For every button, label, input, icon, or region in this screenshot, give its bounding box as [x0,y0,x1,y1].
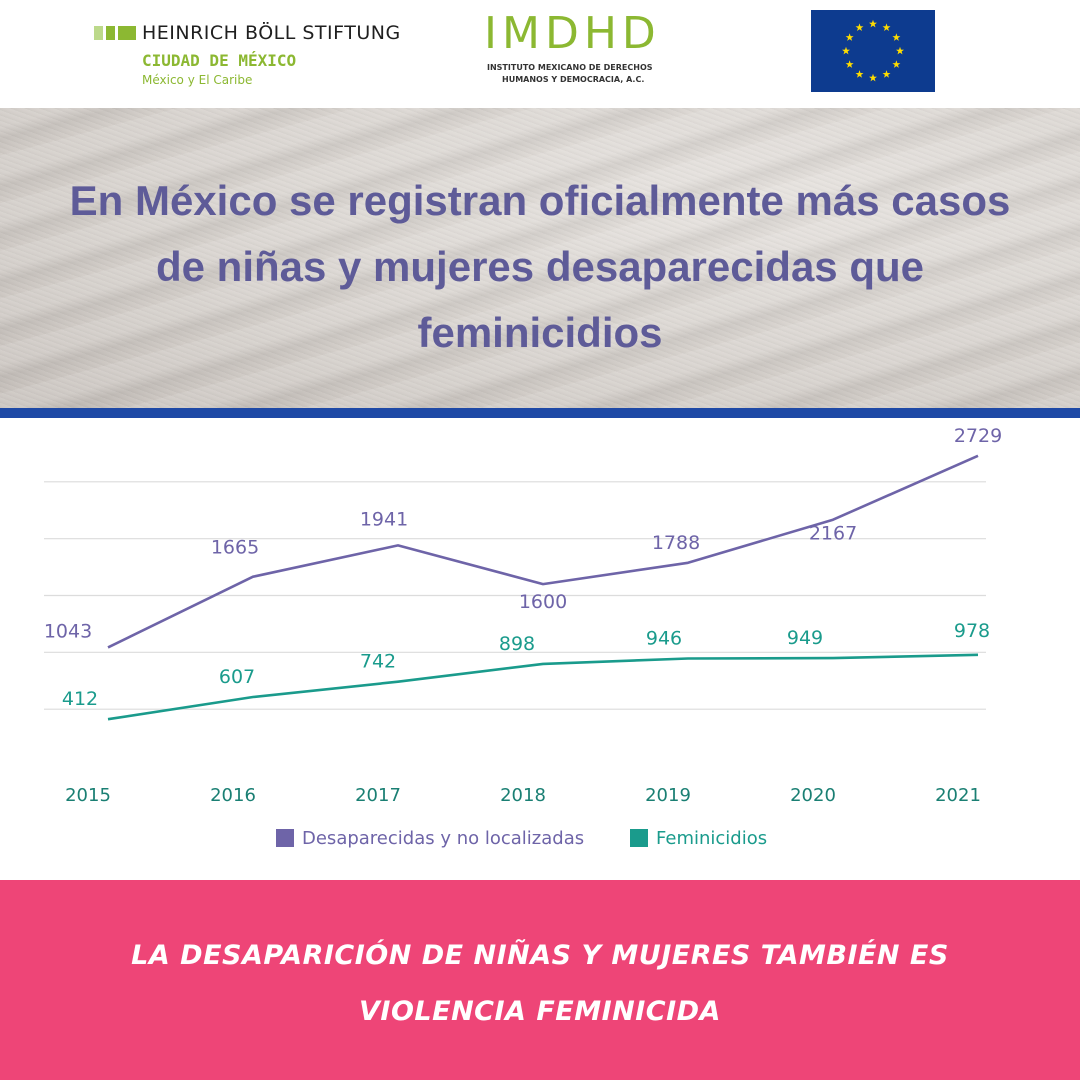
data-label: 1665 [211,537,259,559]
logo-header: HEINRICH BÖLL STIFTUNG CIUDAD DE MÉXICO … [0,0,1080,108]
heinrich-boll-logo: HEINRICH BÖLL STIFTUNG CIUDAD DE MÉXICO … [94,22,424,92]
hbs-squares-icon [94,26,136,40]
eu-star-icon [869,73,877,82]
footer-message: LA DESAPARICIÓN DE NIÑAS Y MUJERES TAMBI… [40,928,1040,1040]
eu-star-icon [882,70,891,78]
x-tick-label: 2019 [645,785,691,806]
eu-star-icon [845,60,854,68]
eu-star-icon [845,33,854,41]
eu-star-icon [892,33,901,41]
hbs-region: México y El Caribe [142,73,253,87]
eu-star-icon [882,23,891,32]
eu-star-icon [842,46,850,55]
imdhd-subtitle-line2: HUMANOS Y DEMOCRACIA, A.C. [502,75,645,84]
legend-label: Desaparecidas y no localizadas [302,828,584,849]
series-line-feminicidios [107,653,979,721]
eu-star-icon [869,19,877,28]
eu-star-icon [855,70,864,78]
footer-line-2: VIOLENCIA FEMINICIDA [359,996,721,1027]
imdhd-acronym: IMDHD [484,8,661,59]
line-chart: 1043 1665 1941 1600 1788 2167 2729 412 607 742 898… [0,418,1080,880]
data-label: 1043 [44,620,92,642]
footer-banner: LA DESAPARICIÓN DE NIÑAS Y MUJERES TAMBI… [0,880,1080,1080]
legend-label: Feminicidios [656,828,767,849]
headline: En México se registran oficialmente más … [69,177,1011,356]
data-label: 946 [646,627,682,649]
imdhd-logo: IMDHD INSTITUTO MEXICANO DE DERECHOS HUM… [484,12,684,92]
data-label: 607 [219,666,255,688]
data-label: 742 [360,651,396,673]
x-tick-label: 2016 [210,785,256,806]
series-line-desaparecidas [107,454,979,649]
data-label: 1788 [652,532,700,554]
footer-line-1: LA DESAPARICIÓN DE NIÑAS Y MUJERES TAMBI… [131,940,949,971]
data-label: 1941 [360,508,408,530]
x-tick-label: 2018 [500,785,546,806]
x-tick-label: 2015 [65,785,111,806]
eu-star-icon [896,46,904,55]
hbs-city: CIUDAD DE MÉXICO [142,51,297,70]
legend-swatch [630,829,648,847]
data-label: 2167 [809,523,857,545]
chart-svg: 1043 1665 1941 1600 1788 2167 2729 412 607 742 898… [44,425,1002,849]
hbs-name: HEINRICH BÖLL STIFTUNG [142,22,401,44]
eu-flag-icon [811,10,935,92]
legend-swatch [276,829,294,847]
eu-star-icon [855,23,864,32]
divider-bar [0,408,1080,418]
eu-star-icon [892,60,901,68]
title-band: En México se registran oficialmente más … [0,108,1080,408]
data-label: 898 [499,633,535,655]
data-label: 1600 [519,591,567,613]
x-tick-label: 2021 [935,785,981,806]
eu-stars-icon [842,19,904,82]
data-label: 949 [787,627,823,649]
x-tick-label: 2020 [790,785,836,806]
data-label: 412 [62,688,98,710]
x-tick-label: 2017 [355,785,401,806]
data-label: 2729 [954,425,1002,447]
data-label: 978 [954,620,990,642]
imdhd-subtitle-line1: INSTITUTO MEXICANO DE DERECHOS [487,63,653,72]
